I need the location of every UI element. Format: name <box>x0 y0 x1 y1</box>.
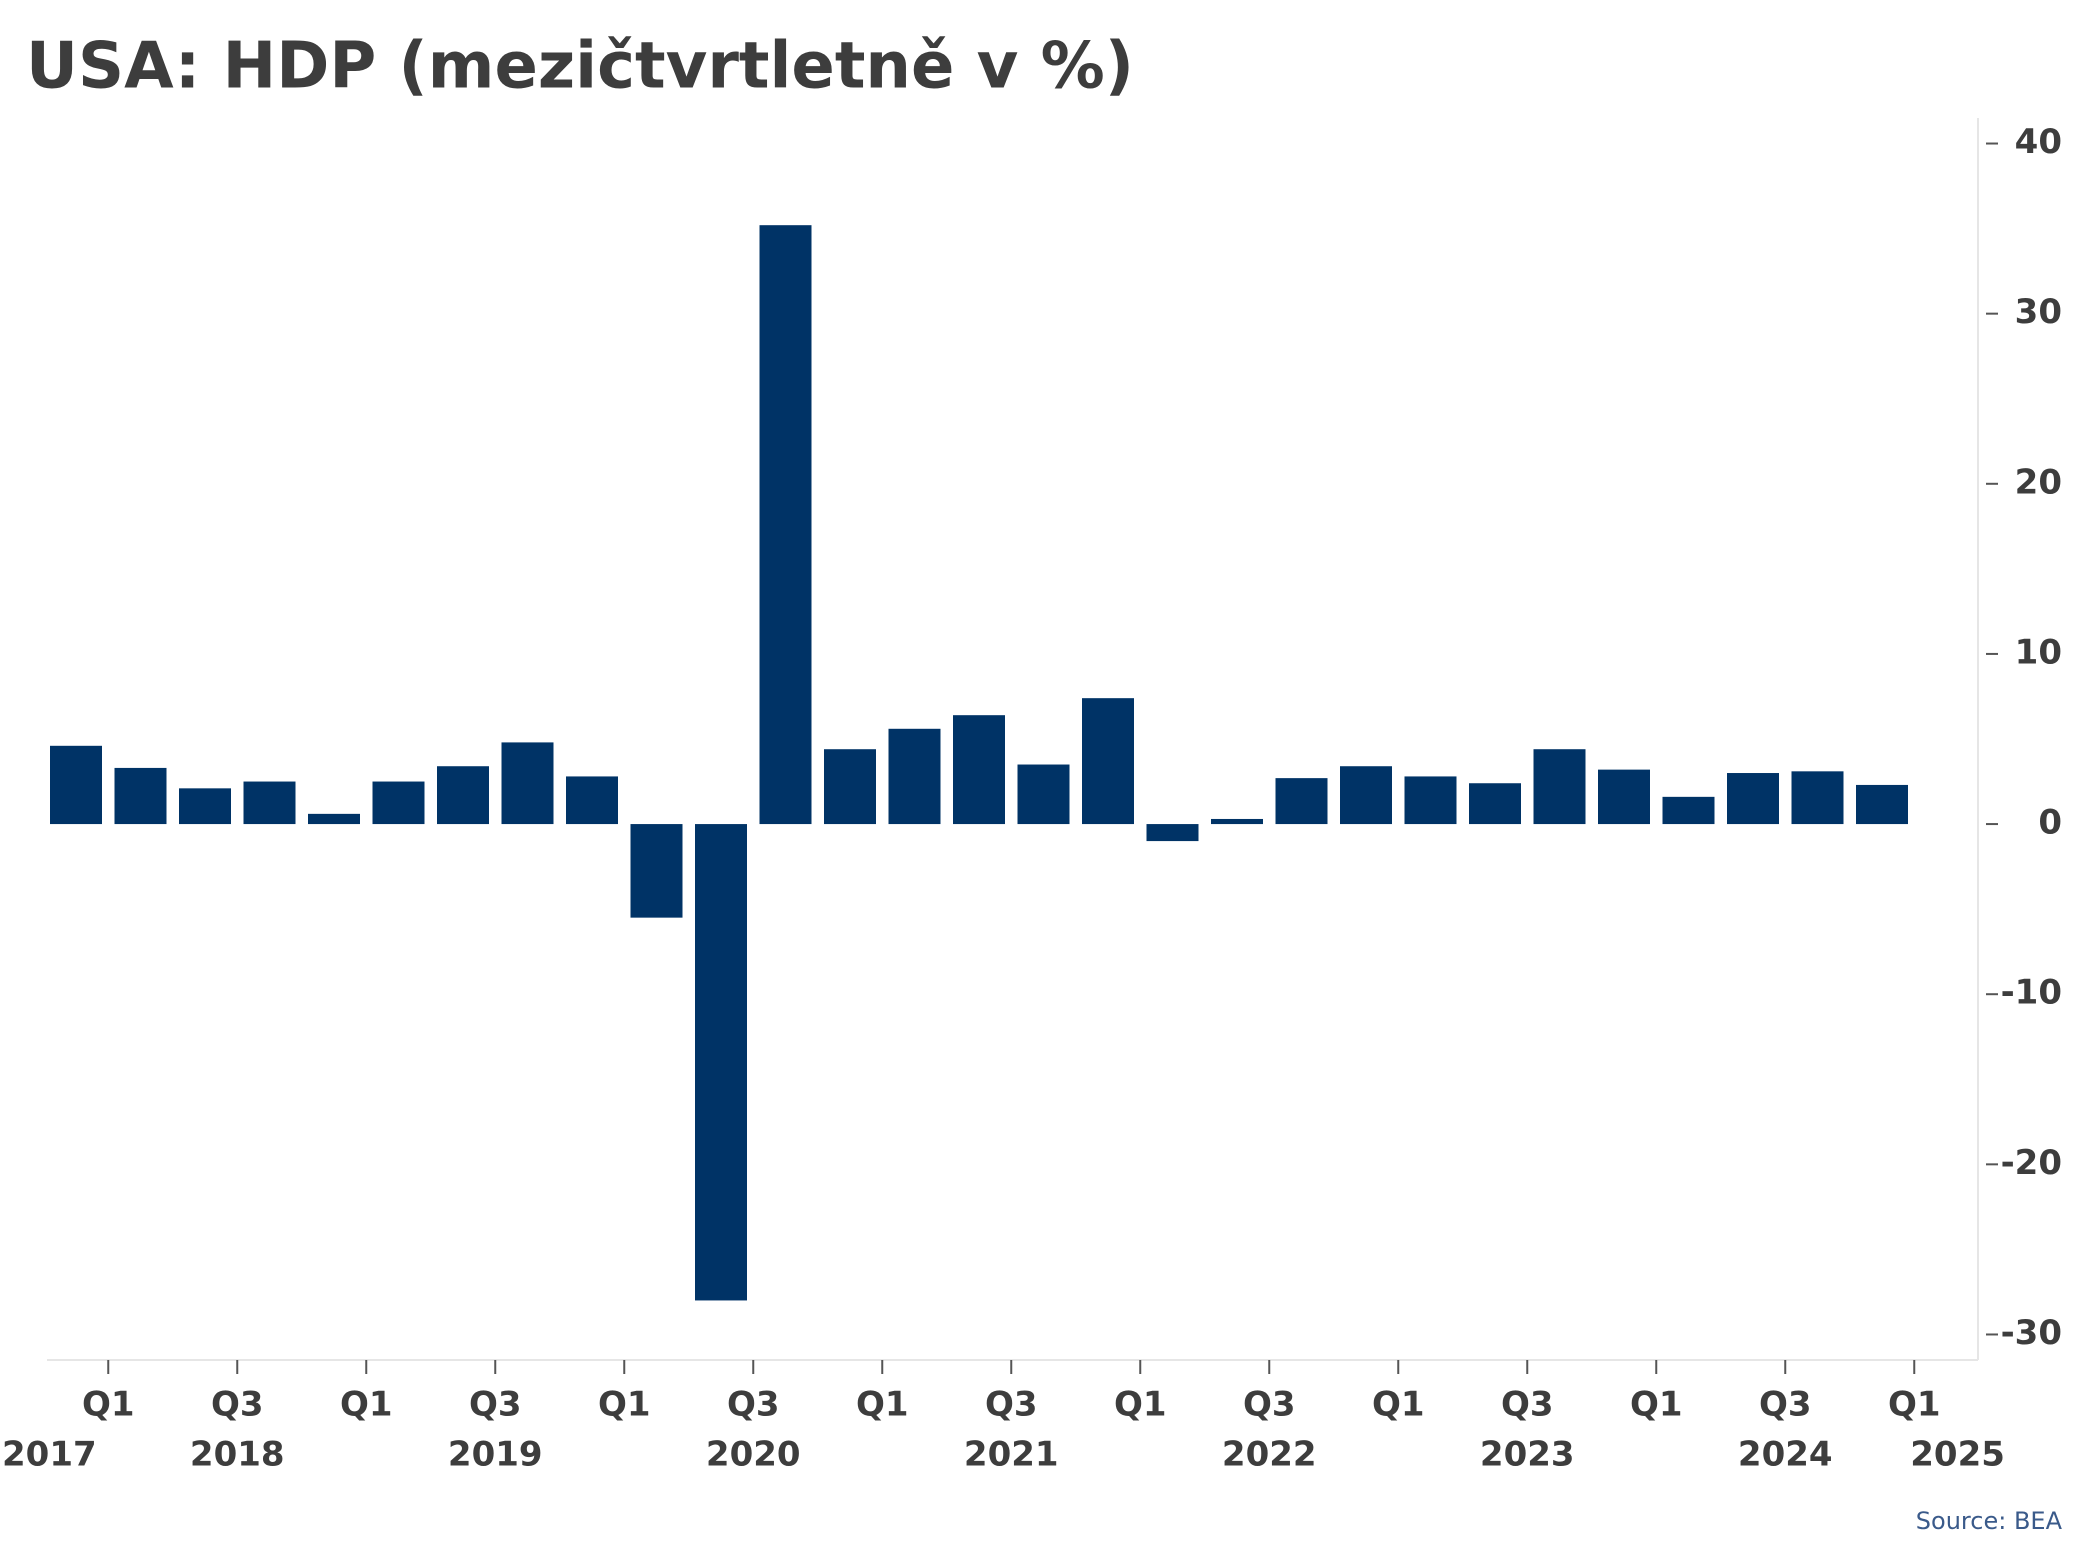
bar <box>1662 796 1715 825</box>
x-year-label: 2021 <box>964 1435 1059 1475</box>
bar <box>1533 749 1586 825</box>
chart-title: USA: HDP (mezičtvrtletně v %) <box>26 30 1134 104</box>
bar <box>1340 766 1392 825</box>
x-year-label: 2019 <box>448 1435 543 1475</box>
x-year-label: 2018 <box>190 1435 285 1475</box>
y-tick-label: 20 <box>2015 462 2062 502</box>
x-tick-label: Q1 <box>1630 1385 1683 1425</box>
x-tick-label: Q1 <box>598 1385 651 1425</box>
x-tick-label: Q3 <box>1759 1385 1812 1425</box>
bar <box>50 745 102 825</box>
bar <box>630 824 683 918</box>
x-year-label: 2025 <box>1910 1435 2005 1475</box>
y-tick-label: -20 <box>2001 1143 2062 1183</box>
y-tick-label: -10 <box>2001 973 2062 1013</box>
bar <box>243 781 296 825</box>
y-tick-label: 30 <box>2015 292 2062 332</box>
bar <box>308 813 360 825</box>
y-tick-label: -30 <box>2001 1313 2062 1353</box>
x-year-label: 2024 <box>1738 1435 1833 1475</box>
bar <box>1404 776 1457 825</box>
bar <box>759 225 812 825</box>
bar <box>1469 783 1521 825</box>
bar <box>1146 824 1199 842</box>
x-tick-label: Q1 <box>1372 1385 1425 1425</box>
bar <box>888 728 941 825</box>
bar <box>1598 769 1650 825</box>
x-tick-label: Q1 <box>856 1385 909 1425</box>
bar <box>501 742 554 825</box>
x-tick-label: Q3 <box>1501 1385 1554 1425</box>
bar <box>953 715 1005 825</box>
y-tick-label: 10 <box>2015 632 2062 672</box>
x-tick-label: Q3 <box>469 1385 522 1425</box>
x-year-label: 2017 <box>2 1435 97 1475</box>
x-tick-label: Q3 <box>211 1385 264 1425</box>
x-tick-label: Q1 <box>82 1385 135 1425</box>
x-tick-label: Q1 <box>1114 1385 1167 1425</box>
bar <box>179 788 231 825</box>
bar <box>437 766 489 825</box>
y-tick-label: 40 <box>2015 122 2062 162</box>
x-tick-label: Q3 <box>985 1385 1038 1425</box>
y-tick-label: 0 <box>2038 803 2062 843</box>
bar <box>1791 771 1844 825</box>
x-tick-label: Q3 <box>727 1385 780 1425</box>
bar <box>1856 784 1908 825</box>
bar <box>114 767 167 825</box>
x-tick-label: Q1 <box>340 1385 393 1425</box>
bar <box>1082 698 1134 825</box>
x-year-label: 2023 <box>1480 1435 1575 1475</box>
bar <box>1727 773 1779 825</box>
bar <box>1017 764 1070 825</box>
bar <box>695 824 747 1301</box>
bar <box>372 781 425 825</box>
x-tick-label: Q3 <box>1243 1385 1296 1425</box>
source: Source: BEA <box>1916 1507 2063 1535</box>
bar <box>824 749 876 825</box>
x-year-label: 2020 <box>706 1435 801 1475</box>
x-year-label: 2022 <box>1222 1435 1317 1475</box>
bar <box>566 776 618 825</box>
bar <box>1275 778 1328 825</box>
bar <box>1211 818 1263 825</box>
x-tick-label: Q1 <box>1888 1385 1941 1425</box>
